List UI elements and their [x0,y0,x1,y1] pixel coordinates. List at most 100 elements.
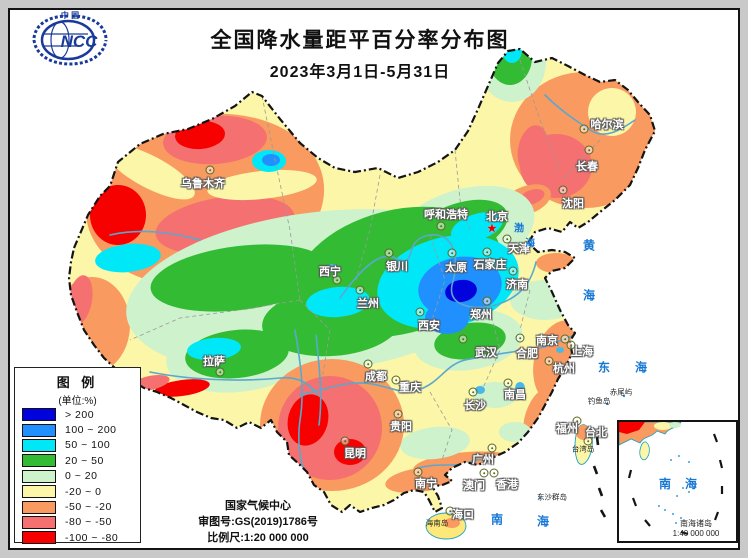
legend-swatch [22,438,56,452]
legend-item: -100 ~ -80 [15,530,140,545]
logo-top-text: 中 国 [61,10,79,20]
city-marker-icon [502,234,512,244]
city-label: 长春 [576,161,598,173]
attribution-approval: 审图号:GS(2019)1786号 [198,516,318,528]
city-marker-icon [508,266,518,276]
city-label: 天津 [508,243,530,255]
city-marker-icon [205,165,215,175]
south-china-sea-inset: 南海 南海诸岛 1:40 000 000 [617,420,738,543]
page-subtitle: 2023年3月1日-5月31日 [269,64,451,81]
legend-swatch [22,408,56,422]
city-label: 北京 [486,211,508,223]
city-marker-icon [458,334,468,344]
inset-caption: 南海诸岛 [680,518,712,528]
city-marker-icon [340,436,350,446]
city-marker-icon [503,378,513,388]
inset-scale: 1:40 000 000 [673,529,720,538]
capital-star-marker: ★ [486,220,498,236]
hainan-island [425,512,467,540]
small-islands [538,394,626,500]
legend-title: 图 例 [56,375,99,390]
sea-label: 南 [490,512,504,527]
city-label: 西宁 [319,266,341,278]
city-marker-icon [447,248,457,258]
legend-label: 20 ~ 50 [65,454,104,467]
city-marker-icon [391,375,401,385]
city-marker-icon [332,275,342,285]
legend-item: 20 ~ 50 [15,453,140,468]
city-marker-icon [584,145,594,155]
legend-swatch [22,454,56,468]
city-marker-icon [583,436,593,446]
sea-label: 黄 [582,238,596,253]
inset-sea-label: 南海 [659,476,711,491]
legend-item: -50 ~ -20 [15,499,140,514]
city-label: 兰州 [357,298,379,310]
city-marker-icon [355,285,365,295]
city-label: 西安 [418,320,440,332]
city-marker-icon [487,443,497,453]
city-marker-icon [415,307,425,317]
sea-label: 东 [597,360,611,375]
city-marker-icon [436,221,446,231]
city-label: 武汉 [475,347,497,359]
city-label: 合肥 [516,348,538,360]
city-label: 长沙 [464,400,486,412]
city-label: 澳门 [463,480,485,492]
legend-item: 0 ~ 20 [15,469,140,484]
city-marker-icon [413,467,423,477]
city-label: 南宁 [415,478,437,490]
city-label: 南昌 [504,389,526,401]
city-label: 呼和浩特 [424,209,468,221]
city-label: 郑州 [470,309,492,321]
city-label: 太原 [445,262,467,274]
city-label: 重庆 [399,382,421,394]
city-label: 海口 [452,509,474,521]
city-marker-icon [384,248,394,258]
city-label: 贵阳 [390,421,412,433]
legend-label: -80 ~ -50 [65,516,112,529]
legend-rows: > 200 100 ~ 200 50 ~ 100 20 ~ 50 0 ~ 20 -20 ~… [15,407,140,546]
legend-item: 50 ~ 100 [15,438,140,453]
island-label: 东沙群岛 [537,492,567,502]
sea-label: 渤 [514,223,524,235]
legend-swatch [22,531,56,545]
city-label: 杭州 [553,363,575,375]
city-label: 台北 [585,427,607,439]
legend-swatch [22,469,56,483]
legend-swatch [22,515,56,529]
inset-map-svg: 南海 南海诸岛 1:40 000 000 [619,422,724,538]
legend-unit: (单位:%) [58,396,97,407]
logo-org-text: NCC [61,32,99,51]
city-marker-icon [579,124,589,134]
city-marker-icon [468,387,478,397]
legend-swatch [22,485,56,499]
legend-swatch [22,500,56,514]
city-label: 福州 [556,423,578,435]
island-label: 台湾岛 [571,444,595,454]
sea-label: 海 [536,514,550,529]
city-label: 上海 [571,346,593,358]
ncc-logo-icon: 中 国 NCC [32,10,108,66]
attribution-block: 国家气候中心 审图号:GS(2019)1786号 比例尺:1:20 000 00… [148,498,368,546]
legend-box: 图 例 (单位:%) > 200 100 ~ 200 50 ~ 100 20 ~ 50… [14,367,141,546]
attribution-org: 国家气候中心 [225,500,291,512]
precip-anomaly-regions [69,49,655,512]
legend-item: 100 ~ 200 [15,422,140,437]
legend-label: -20 ~ 0 [65,485,102,498]
sea-label: 海 [582,288,596,303]
city-marker-icon [482,296,492,306]
legend-label: 0 ~ 20 [65,470,98,483]
city-label: 南京 [536,335,558,347]
city-marker-icon [566,340,576,350]
city-marker-icon [445,506,455,516]
attribution-scale: 比例尺:1:20 000 000 [207,532,309,544]
legend-label: 100 ~ 200 [65,424,117,437]
city-marker-icon [479,468,489,478]
legend-label: > 200 [65,408,95,421]
page-title: 全国降水量距平百分率分布图 [210,29,510,52]
legend-label: -100 ~ -80 [65,531,119,544]
